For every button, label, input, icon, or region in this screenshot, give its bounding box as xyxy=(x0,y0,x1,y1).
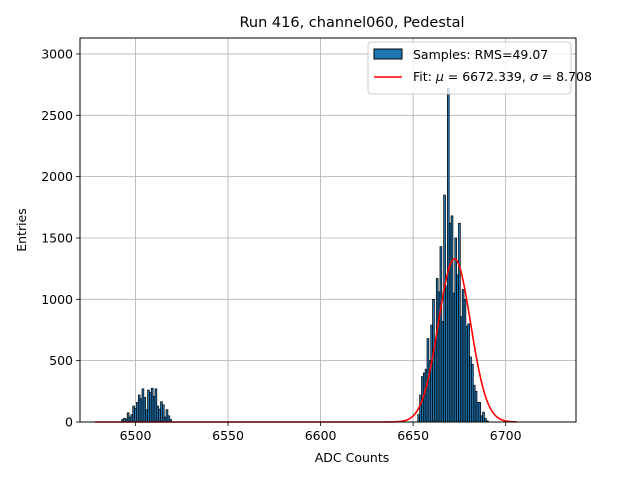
y-axis-ticks: 0 500 1000 1500 2000 2500 3000 xyxy=(41,46,80,430)
y-tick-label: 0 xyxy=(65,415,73,430)
legend-samples-swatch xyxy=(373,48,403,60)
x-axis-label: ADC Counts xyxy=(315,450,390,465)
legend-fit-mu-value: = 6672.339, xyxy=(444,69,530,84)
legend-samples-label: Samples: RMS=49.07 xyxy=(413,47,548,62)
y-tick-label: 1500 xyxy=(41,230,73,245)
grid xyxy=(80,38,576,423)
y-tick-label: 2000 xyxy=(41,169,73,184)
x-tick-label: 6650 xyxy=(397,428,429,443)
x-axis-ticks: 6500 6550 6600 6650 6700 xyxy=(120,422,522,443)
x-tick-label: 6700 xyxy=(490,428,522,443)
x-tick-label: 6550 xyxy=(212,428,244,443)
y-tick-label: 2500 xyxy=(41,108,73,123)
histogram-bars xyxy=(121,87,489,423)
plot-frame xyxy=(79,37,577,423)
legend-frame xyxy=(367,41,572,95)
y-axis-label: Entries xyxy=(14,208,29,252)
y-tick-label: 3000 xyxy=(41,46,73,61)
legend-fit-sigma-symbol: σ xyxy=(530,69,539,84)
y-tick-label: 1000 xyxy=(41,292,73,307)
legend: Samples: RMS=49.07 Fit: μ = 6672.339, σ … xyxy=(367,41,592,95)
chart-title: Run 416, channel060, Pedestal xyxy=(239,15,464,31)
legend-fit-sigma-value: = 8.708 xyxy=(538,69,592,84)
x-tick-label: 6500 xyxy=(120,428,152,443)
legend-fit-mu-symbol: μ xyxy=(435,69,444,84)
y-tick-label: 500 xyxy=(49,353,73,368)
x-tick-label: 6600 xyxy=(305,428,337,443)
legend-fit-prefix: Fit: xyxy=(413,69,436,84)
legend-fit-label: Fit: μ = 6672.339, σ = 8.708 xyxy=(413,69,592,84)
